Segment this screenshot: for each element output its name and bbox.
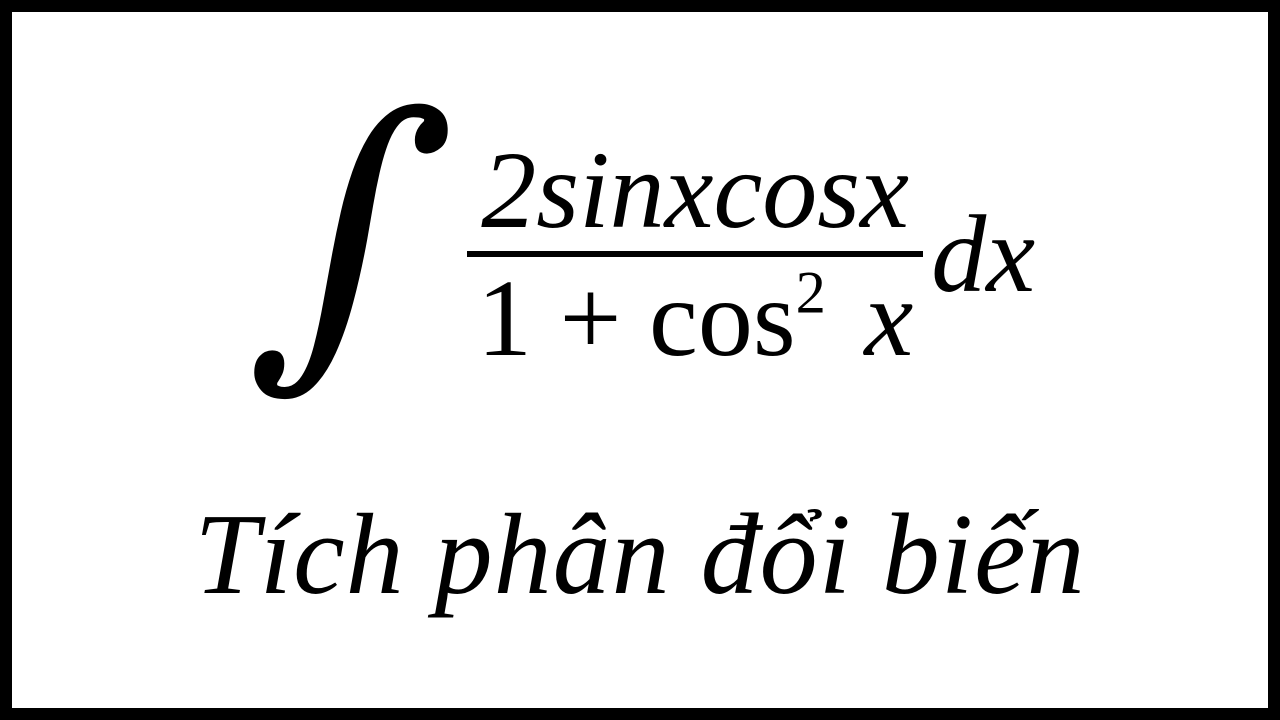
denominator-variable: x xyxy=(864,257,913,379)
integral-expression: ∫ 2sinxcosx 1 + cos2x dx xyxy=(245,99,1035,409)
denominator-prefix: 1 + cos xyxy=(477,257,796,379)
denominator-superscript: 2 xyxy=(796,259,826,326)
fraction: 2sinxcosx 1 + cos2x xyxy=(467,129,923,379)
integral-symbol: ∫ xyxy=(245,93,457,403)
denominator: 1 + cos2x xyxy=(467,257,923,379)
differential: dx xyxy=(931,199,1035,309)
numerator: 2sinxcosx xyxy=(471,129,919,251)
caption-text: Tích phân đổi biến xyxy=(194,489,1085,622)
